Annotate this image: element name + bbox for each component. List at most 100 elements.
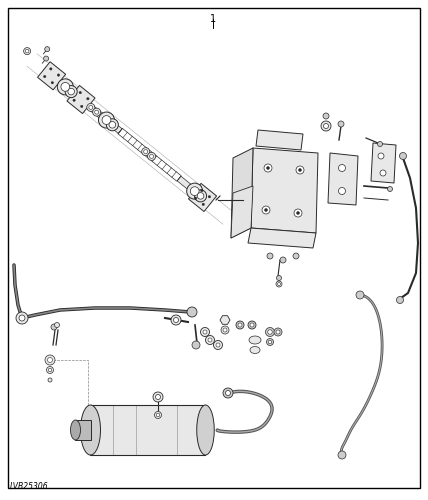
Polygon shape bbox=[220, 316, 230, 324]
Circle shape bbox=[268, 330, 272, 334]
Circle shape bbox=[171, 315, 181, 325]
Circle shape bbox=[298, 168, 301, 172]
Circle shape bbox=[173, 318, 178, 322]
Circle shape bbox=[48, 378, 52, 382]
Text: 1: 1 bbox=[210, 14, 216, 24]
Circle shape bbox=[396, 296, 404, 304]
Circle shape bbox=[276, 276, 282, 280]
Polygon shape bbox=[231, 148, 253, 238]
Circle shape bbox=[264, 164, 272, 172]
Circle shape bbox=[144, 150, 148, 154]
Circle shape bbox=[223, 328, 227, 332]
Circle shape bbox=[65, 86, 77, 98]
Circle shape bbox=[356, 291, 364, 299]
Polygon shape bbox=[248, 228, 316, 248]
Circle shape bbox=[50, 68, 52, 70]
Circle shape bbox=[268, 340, 272, 344]
Circle shape bbox=[378, 153, 384, 159]
Circle shape bbox=[19, 315, 25, 321]
Circle shape bbox=[296, 166, 304, 174]
Circle shape bbox=[45, 46, 50, 52]
Circle shape bbox=[187, 307, 197, 317]
Circle shape bbox=[223, 388, 233, 398]
Circle shape bbox=[109, 122, 116, 128]
Circle shape bbox=[16, 312, 28, 324]
Circle shape bbox=[265, 328, 274, 336]
Circle shape bbox=[208, 338, 212, 342]
Circle shape bbox=[197, 192, 204, 199]
Circle shape bbox=[190, 186, 199, 196]
Ellipse shape bbox=[250, 346, 260, 354]
Circle shape bbox=[221, 326, 229, 334]
Circle shape bbox=[226, 390, 231, 396]
Circle shape bbox=[87, 98, 89, 100]
Circle shape bbox=[236, 321, 244, 329]
Polygon shape bbox=[38, 62, 65, 90]
Circle shape bbox=[208, 196, 211, 198]
Polygon shape bbox=[73, 92, 122, 134]
Circle shape bbox=[267, 166, 270, 170]
Circle shape bbox=[148, 152, 155, 160]
Circle shape bbox=[44, 56, 49, 61]
Ellipse shape bbox=[80, 405, 101, 455]
Circle shape bbox=[195, 190, 207, 202]
Circle shape bbox=[339, 164, 345, 172]
Circle shape bbox=[45, 355, 55, 365]
Circle shape bbox=[265, 208, 268, 212]
Circle shape bbox=[200, 328, 209, 336]
Circle shape bbox=[48, 368, 52, 372]
Circle shape bbox=[267, 338, 273, 345]
Circle shape bbox=[54, 322, 59, 328]
Circle shape bbox=[142, 148, 150, 156]
Circle shape bbox=[323, 113, 329, 119]
Circle shape bbox=[276, 281, 282, 287]
Circle shape bbox=[202, 203, 205, 205]
Circle shape bbox=[155, 394, 160, 400]
Circle shape bbox=[280, 257, 286, 263]
Bar bbox=[90, 405, 205, 455]
Circle shape bbox=[98, 112, 114, 128]
Circle shape bbox=[48, 358, 53, 362]
Circle shape bbox=[68, 88, 74, 95]
Circle shape bbox=[51, 324, 57, 330]
Polygon shape bbox=[177, 176, 206, 202]
Polygon shape bbox=[231, 186, 253, 238]
Circle shape bbox=[44, 76, 46, 78]
Circle shape bbox=[89, 106, 93, 110]
Circle shape bbox=[80, 105, 83, 108]
Polygon shape bbox=[67, 86, 95, 114]
Circle shape bbox=[87, 104, 95, 112]
Polygon shape bbox=[256, 130, 303, 150]
Circle shape bbox=[250, 323, 254, 327]
Circle shape bbox=[155, 412, 161, 418]
Circle shape bbox=[187, 183, 203, 199]
Circle shape bbox=[262, 206, 270, 214]
Circle shape bbox=[153, 392, 163, 402]
Circle shape bbox=[338, 121, 344, 127]
Circle shape bbox=[24, 48, 31, 54]
Circle shape bbox=[149, 154, 154, 158]
Circle shape bbox=[51, 82, 54, 84]
Text: LVB25306: LVB25306 bbox=[10, 482, 49, 491]
Circle shape bbox=[93, 108, 101, 116]
Circle shape bbox=[214, 340, 223, 349]
Ellipse shape bbox=[249, 336, 261, 344]
Circle shape bbox=[192, 341, 200, 349]
Circle shape bbox=[248, 321, 256, 329]
Circle shape bbox=[102, 116, 111, 124]
Circle shape bbox=[321, 121, 331, 131]
Circle shape bbox=[205, 336, 214, 344]
Circle shape bbox=[324, 124, 329, 128]
Circle shape bbox=[267, 253, 273, 259]
Circle shape bbox=[387, 186, 392, 192]
Circle shape bbox=[380, 170, 386, 176]
Circle shape bbox=[216, 343, 220, 347]
Circle shape bbox=[276, 330, 280, 334]
Ellipse shape bbox=[197, 405, 214, 455]
Circle shape bbox=[203, 330, 207, 334]
Circle shape bbox=[238, 323, 242, 327]
Circle shape bbox=[95, 110, 99, 114]
Circle shape bbox=[399, 152, 407, 160]
Polygon shape bbox=[328, 153, 358, 205]
Circle shape bbox=[377, 142, 383, 146]
